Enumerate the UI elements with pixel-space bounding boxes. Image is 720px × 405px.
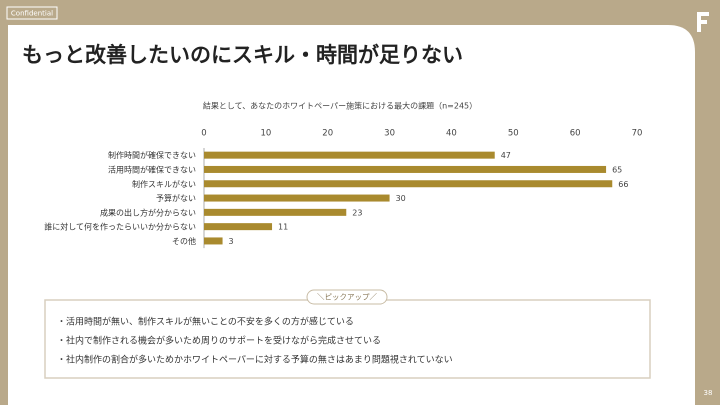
x-tick-label: 40 (446, 129, 457, 139)
pickup-label: ＼ピックアップ／ (317, 293, 377, 302)
pickup-item: ・活用時間が無い、制作スキルが無いことの不安を多くの方が感じている (57, 316, 354, 328)
slide-title: もっと改善したいのにスキル・時間が足りない (22, 43, 463, 67)
y-tick-label: 誰に対して何を作ったらいいか分からない (44, 222, 196, 232)
content-panel (8, 25, 695, 405)
chart: 0 10 20 30 40 50 60 70 制作時間が確保できない 47 活用時間が確保できない 6… (44, 129, 642, 249)
pickup-item: ・社内で制作される機会が多いため周りのサポートを受けながら完成させている (57, 335, 381, 347)
y-tick-label: その他 (172, 236, 196, 246)
bar (204, 237, 223, 245)
x-tick-label: 20 (322, 129, 333, 139)
y-tick-label: 成果の出し方が分からない (100, 207, 196, 217)
bar (204, 223, 273, 231)
chart-title: 結果として、あなたのホワイトペーパー施策における最大の課題（n=245） (203, 101, 477, 111)
logo (697, 12, 709, 32)
bar (204, 194, 390, 202)
value-label: 30 (396, 194, 406, 203)
value-label: 3 (229, 237, 234, 246)
y-tick-label: 活用時間が確保できない (108, 164, 196, 174)
y-tick-label: 制作時間が確保できない (108, 150, 196, 160)
pickup-item: ・社内制作の割合が多いためかホワイトペーパーに対する予算の無さはあまり問題視され… (57, 354, 453, 366)
value-label: 47 (501, 151, 511, 160)
value-label: 23 (352, 208, 362, 217)
page-number: 38 (704, 389, 713, 397)
confidential-label: Confidential (11, 10, 53, 18)
x-tick-label: 10 (260, 129, 271, 139)
bar (204, 180, 613, 188)
confidential-box (6, 6, 58, 20)
value-label: 65 (612, 165, 622, 174)
bar (204, 151, 495, 159)
bar (204, 208, 347, 216)
y-tick-label: 制作スキルがない (132, 179, 196, 189)
x-tick-label: 70 (632, 129, 643, 139)
pickup-tag (306, 289, 388, 305)
bar (204, 165, 607, 173)
y-tick-label: 予算がない (156, 193, 196, 203)
value-label: 66 (618, 180, 628, 189)
x-tick-label: 60 (570, 129, 581, 139)
x-tick-label: 50 (508, 129, 519, 139)
x-tick-label: 30 (384, 129, 395, 139)
x-tick-label: 0 (201, 129, 206, 139)
value-label: 11 (278, 223, 288, 232)
